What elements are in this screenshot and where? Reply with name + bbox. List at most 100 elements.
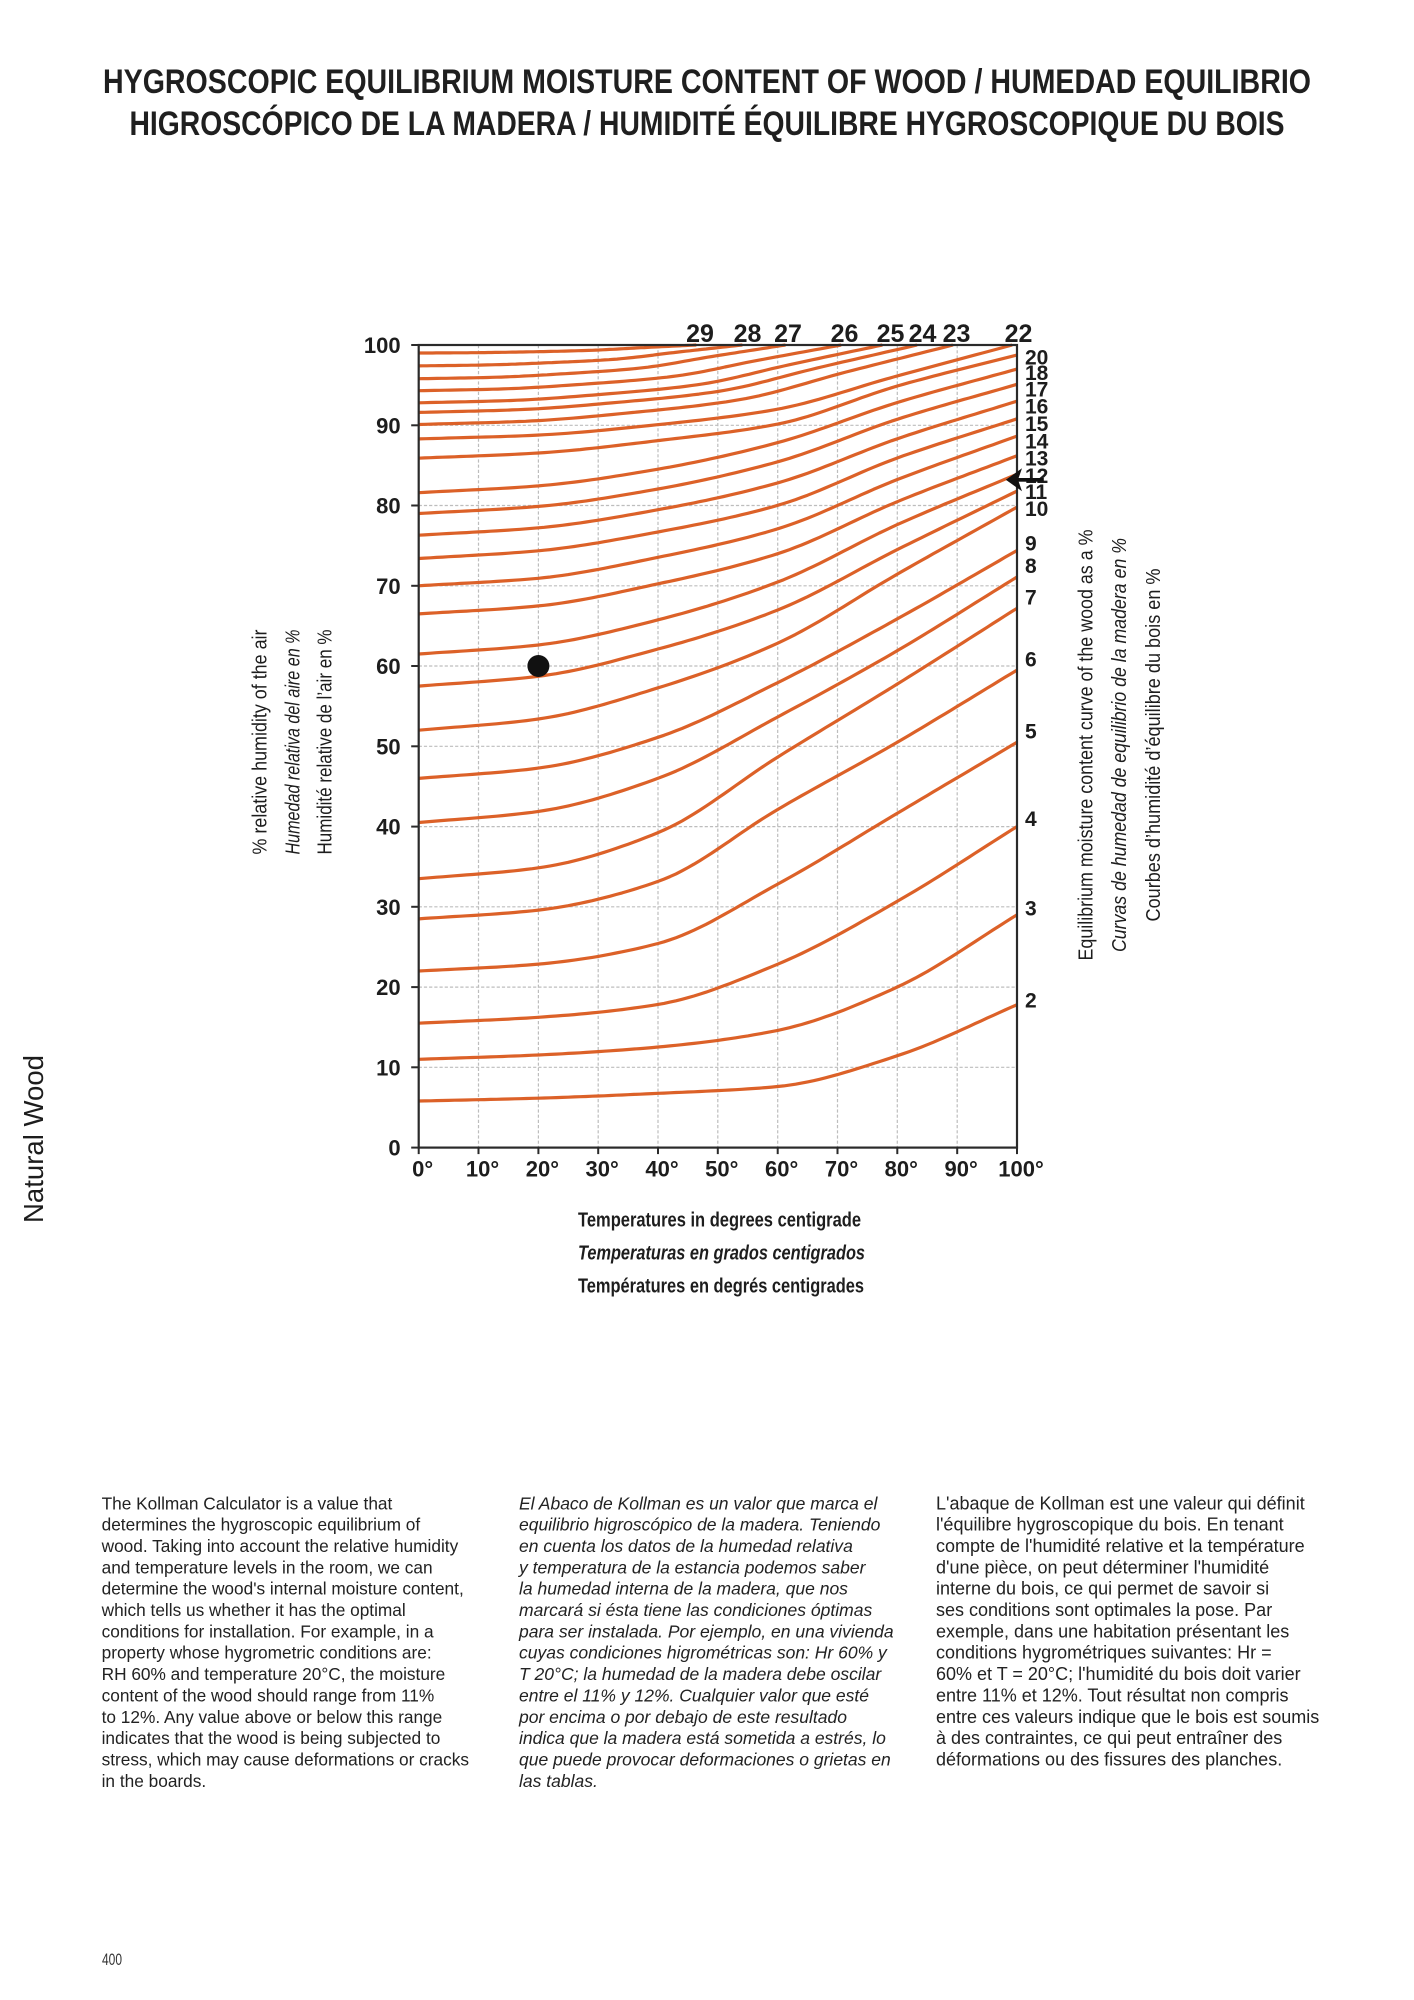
svg-text:22: 22 — [1005, 320, 1033, 348]
svg-text:para ser instalada. Por ejempl: para ser instalada. Por ejemplo, en una … — [518, 1621, 894, 1641]
svg-text:que puede provocar deformacion: que puede provocar deformaciones o griet… — [519, 1749, 891, 1769]
svg-text:70°: 70° — [825, 1156, 858, 1181]
svg-text:90°: 90° — [945, 1156, 978, 1181]
svg-text:Humedad relativa del aire en %: Humedad relativa del aire en % — [282, 630, 304, 855]
svg-text:las tablas.: las tablas. — [519, 1771, 598, 1791]
svg-text:conditions for installation. F: conditions for installation. For example… — [102, 1621, 434, 1641]
svg-text:5: 5 — [1025, 721, 1037, 744]
svg-text:entre el 11% y 12%. Cualquier: entre el 11% y 12%. Cualquier valor que … — [519, 1685, 869, 1705]
svg-text:20°: 20° — [526, 1156, 559, 1181]
svg-text:80: 80 — [376, 494, 400, 519]
svg-text:d'une pièce, on peut détermine: d'une pièce, on peut déterminer l'humidi… — [936, 1557, 1269, 1577]
svg-text:cuyas condiciones higrométrica: cuyas condiciones higrométricas son: Hr … — [519, 1642, 888, 1662]
svg-text:HYGROSCOPIC EQUILIBRIUM MOISTU: HYGROSCOPIC EQUILIBRIUM MOISTURE CONTENT… — [103, 63, 1311, 101]
svg-text:à des contraintes, ce qui peut: à des contraintes, ce qui peut entraîner… — [936, 1728, 1282, 1748]
svg-text:exemple, dans une habitation p: exemple, dans une habitation présentant … — [936, 1621, 1289, 1641]
svg-text:4: 4 — [1025, 808, 1037, 831]
svg-text:50°: 50° — [705, 1156, 738, 1181]
svg-text:to 12%. Any value above or bel: to 12%. Any value above or below this ra… — [102, 1706, 443, 1726]
svg-text:18: 18 — [1025, 362, 1049, 385]
svg-text:Temperatures in degrees centig: Temperatures in degrees centigrade — [578, 1209, 861, 1231]
svg-text:Equilibrium moisture content c: Equilibrium moisture content curve of th… — [1076, 529, 1098, 960]
svg-text:25: 25 — [877, 320, 905, 348]
svg-text:entre 11% et 12%. Tout résulta: entre 11% et 12%. Tout résultat non comp… — [936, 1685, 1289, 1705]
svg-text:17: 17 — [1025, 379, 1048, 402]
svg-text:en cuenta los datos de la hume: en cuenta los datos de la humedad relati… — [519, 1536, 853, 1556]
svg-text:RH 60% and temperature 20°C, t: RH 60% and temperature 20°C, the moistur… — [102, 1664, 446, 1684]
svg-text:100°: 100° — [998, 1156, 1044, 1181]
svg-text:indica que la madera está some: indica que la madera está sometida a est… — [519, 1728, 886, 1748]
svg-text:la humedad interna de la mader: la humedad interna de la madera, que nos — [519, 1578, 848, 1598]
svg-text:conditions hygrométriques suiv: conditions hygrométriques suivantes: Hr … — [936, 1643, 1272, 1663]
svg-text:0°: 0° — [412, 1156, 433, 1181]
svg-text:which tells us whether it has: which tells us whether it has the optima… — [101, 1600, 406, 1620]
svg-text:24: 24 — [909, 320, 937, 348]
svg-text:27: 27 — [774, 320, 802, 348]
svg-text:3: 3 — [1025, 898, 1037, 921]
svg-text:property whose hygrometric con: property whose hygrometric conditions ar… — [102, 1642, 432, 1662]
svg-text:12: 12 — [1025, 465, 1048, 488]
svg-text:20: 20 — [1025, 347, 1048, 370]
svg-text:determine the wood's internal: determine the wood's internal moisture c… — [102, 1578, 464, 1598]
svg-text:wood. Taking into account the: wood. Taking into account the relative h… — [101, 1536, 459, 1556]
svg-text:40: 40 — [376, 815, 400, 840]
svg-text:14: 14 — [1025, 431, 1049, 454]
svg-text:50: 50 — [376, 734, 400, 759]
svg-text:Curvas de humedad de equilibri: Curvas de humedad de equilibrio de la ma… — [1109, 538, 1131, 952]
svg-text:entre ces valeurs indique que: entre ces valeurs indique que le bois es… — [936, 1707, 1319, 1727]
svg-text:in the boards.: in the boards. — [102, 1770, 207, 1790]
svg-text:T 20°C; la humedad de la mader: T 20°C; la humedad de la madera debe osc… — [519, 1664, 882, 1684]
svg-text:Natural Wood: Natural Wood — [18, 1055, 49, 1223]
svg-text:compte de l'humidité relative: compte de l'humidité relative et la temp… — [936, 1536, 1305, 1556]
svg-text:indicates that the wood is bei: indicates that the wood is being subject… — [102, 1728, 441, 1748]
svg-text:26: 26 — [831, 320, 859, 348]
svg-text:interne du bois, ce qui permet: interne du bois, ce qui permet de savoir… — [936, 1579, 1269, 1599]
svg-text:60: 60 — [376, 654, 400, 679]
svg-text:6: 6 — [1025, 649, 1037, 672]
svg-text:2: 2 — [1025, 990, 1037, 1013]
svg-text:and temperature levels in the: and temperature levels in the room, we c… — [102, 1557, 433, 1577]
svg-text:marcará si ésta tiene las cond: marcará si ésta tiene las condiciones óp… — [519, 1600, 872, 1620]
svg-text:10°: 10° — [466, 1156, 499, 1181]
svg-text:400: 400 — [102, 1950, 122, 1969]
svg-text:déformations ou des fissures d: déformations ou des fissures des planche… — [936, 1750, 1282, 1770]
svg-text:10: 10 — [376, 1055, 400, 1080]
svg-text:80°: 80° — [885, 1156, 918, 1181]
svg-text:13: 13 — [1025, 448, 1048, 471]
svg-text:equilibrio higroscópico de la: equilibrio higroscópico de la madera. Te… — [519, 1514, 880, 1534]
svg-text:por encima o por debajo de est: por encima o por debajo de este resultad… — [518, 1707, 847, 1727]
svg-text:9: 9 — [1025, 533, 1037, 556]
svg-text:l'équilibre hygroscopique du b: l'équilibre hygroscopique du bois. En te… — [936, 1515, 1284, 1535]
svg-text:40°: 40° — [645, 1156, 678, 1181]
svg-text:L'abaque de Kollman est une va: L'abaque de Kollman est une valeur qui d… — [936, 1493, 1305, 1513]
svg-text:23: 23 — [943, 320, 971, 348]
svg-text:30: 30 — [376, 895, 400, 920]
svg-text:Humidité relative de l’air en: Humidité relative de l’air en % — [314, 629, 336, 854]
svg-text:15: 15 — [1025, 413, 1049, 436]
svg-text:70: 70 — [376, 574, 400, 599]
svg-text:determines the hygroscopic equ: determines the hygroscopic equilibrium o… — [102, 1514, 421, 1534]
svg-text:60°: 60° — [765, 1156, 798, 1181]
svg-text:stress, which may cause deform: stress, which may cause deformations or … — [102, 1749, 470, 1769]
svg-text:20: 20 — [376, 975, 400, 1000]
svg-text:30°: 30° — [586, 1156, 619, 1181]
svg-text:HIGROSCÓPICO DE LA MADERA / HU: HIGROSCÓPICO DE LA MADERA / HUMIDITÉ ÉQU… — [130, 105, 1285, 143]
svg-text:28: 28 — [734, 320, 762, 348]
svg-text:60% et T = 20°C; l'humidité du: 60% et T = 20°C; l'humidité du bois doit… — [936, 1664, 1301, 1684]
svg-text:Temperaturas en grados centigr: Temperaturas en grados centigrados — [578, 1242, 865, 1264]
svg-text:16: 16 — [1025, 396, 1048, 419]
svg-text:El Abaco de Kollman es un valo: El Abaco de Kollman es un valor que marc… — [519, 1493, 878, 1513]
svg-text:ses conditions sont optimales: ses conditions sont optimales la pose. P… — [936, 1600, 1272, 1620]
svg-text:% relative humidity of the air: % relative humidity of the air — [250, 629, 272, 854]
svg-text:8: 8 — [1025, 555, 1037, 578]
svg-text:0: 0 — [388, 1136, 400, 1161]
svg-text:The Kollman Calculator is a va: The Kollman Calculator is a value that — [102, 1493, 393, 1513]
svg-text:7: 7 — [1025, 587, 1037, 610]
svg-text:content of the wood should ran: content of the wood should range from 11… — [102, 1685, 435, 1705]
svg-text:100: 100 — [364, 333, 401, 358]
svg-text:10: 10 — [1025, 498, 1048, 521]
svg-text:Courbes d’humidité d’équilibre: Courbes d’humidité d’équilibre du bois e… — [1143, 568, 1165, 921]
svg-text:Températures en degrés centigr: Températures en degrés centigrades — [578, 1275, 864, 1297]
svg-text:29: 29 — [686, 320, 714, 348]
svg-text:90: 90 — [376, 413, 400, 438]
